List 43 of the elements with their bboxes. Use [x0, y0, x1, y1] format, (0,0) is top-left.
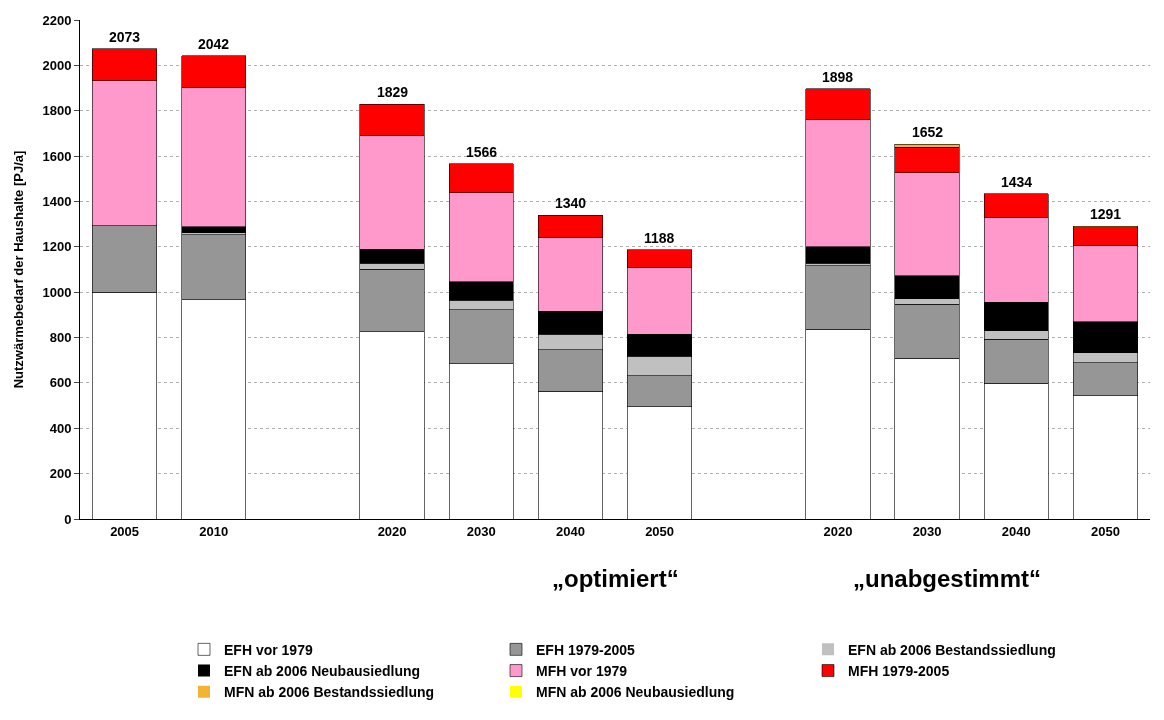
legend-label: MFN ab 2006 Neubausiedlung [536, 684, 735, 701]
y-tick-label: 1400 [42, 194, 72, 209]
y-tick-label: 1800 [42, 103, 72, 119]
y-tick-label: 200 [49, 466, 72, 482]
legend-label: MFN ab 2006 Bestandssiedlung [224, 684, 435, 701]
legend-label: EFN ab 2006 Bestandssiedlung [848, 641, 1056, 658]
y-tick-label: 600 [49, 375, 72, 391]
total-label: 1188 [644, 230, 675, 246]
x-tick-label: 2040 [1001, 523, 1031, 539]
legend-label: MFH 1979-2005 [848, 663, 950, 680]
y-tick-label: 1600 [42, 148, 72, 164]
text: „unabgestimmt“ [853, 565, 1042, 592]
legend-label: EFH vor 1979 [224, 641, 313, 658]
text: „optimiert“ [552, 565, 679, 592]
x-tick-label: 2030 [912, 523, 942, 539]
legend-label: MFH vor 1979 [536, 663, 628, 680]
y-tick-label: 1200 [42, 239, 72, 255]
x-tick-label: 2050 [1090, 523, 1120, 539]
x-tick-label: 2050 [645, 523, 675, 539]
x-tick-label: 2020 [823, 523, 853, 539]
y-tick-label: 800 [49, 330, 72, 346]
x-tick-label: 2010 [199, 523, 229, 539]
y-tick-label: 2000 [42, 57, 72, 73]
legend-label: EFN ab 2006 Neubausiedlung [224, 663, 421, 680]
x-tick-label: 2005 [110, 523, 140, 539]
total-label: 1898 [822, 69, 854, 85]
total-label: 1434 [1001, 174, 1033, 190]
total-label: 2073 [109, 29, 141, 45]
y-tick-label: 400 [49, 420, 72, 436]
total-label: 1829 [377, 84, 409, 100]
total-label: 1566 [466, 144, 498, 160]
legend-label: EFH 1979-2005 [536, 641, 636, 658]
total-label: 2042 [198, 36, 230, 52]
y-tick-label: 1000 [42, 284, 72, 300]
total-label: 1340 [555, 195, 587, 211]
y-tick-label: 0 [64, 511, 72, 527]
total-label: 1291 [1090, 206, 1122, 222]
x-tick-label: 2040 [555, 523, 585, 539]
total-label: 1652 [912, 124, 944, 140]
y-axis-title: Nutzwärmebedarf der Haushalte [PJ/a] [11, 150, 27, 389]
x-tick-label: 2030 [466, 523, 496, 539]
y-tick-label: 2200 [42, 12, 72, 28]
x-tick-label: 2020 [377, 523, 407, 539]
